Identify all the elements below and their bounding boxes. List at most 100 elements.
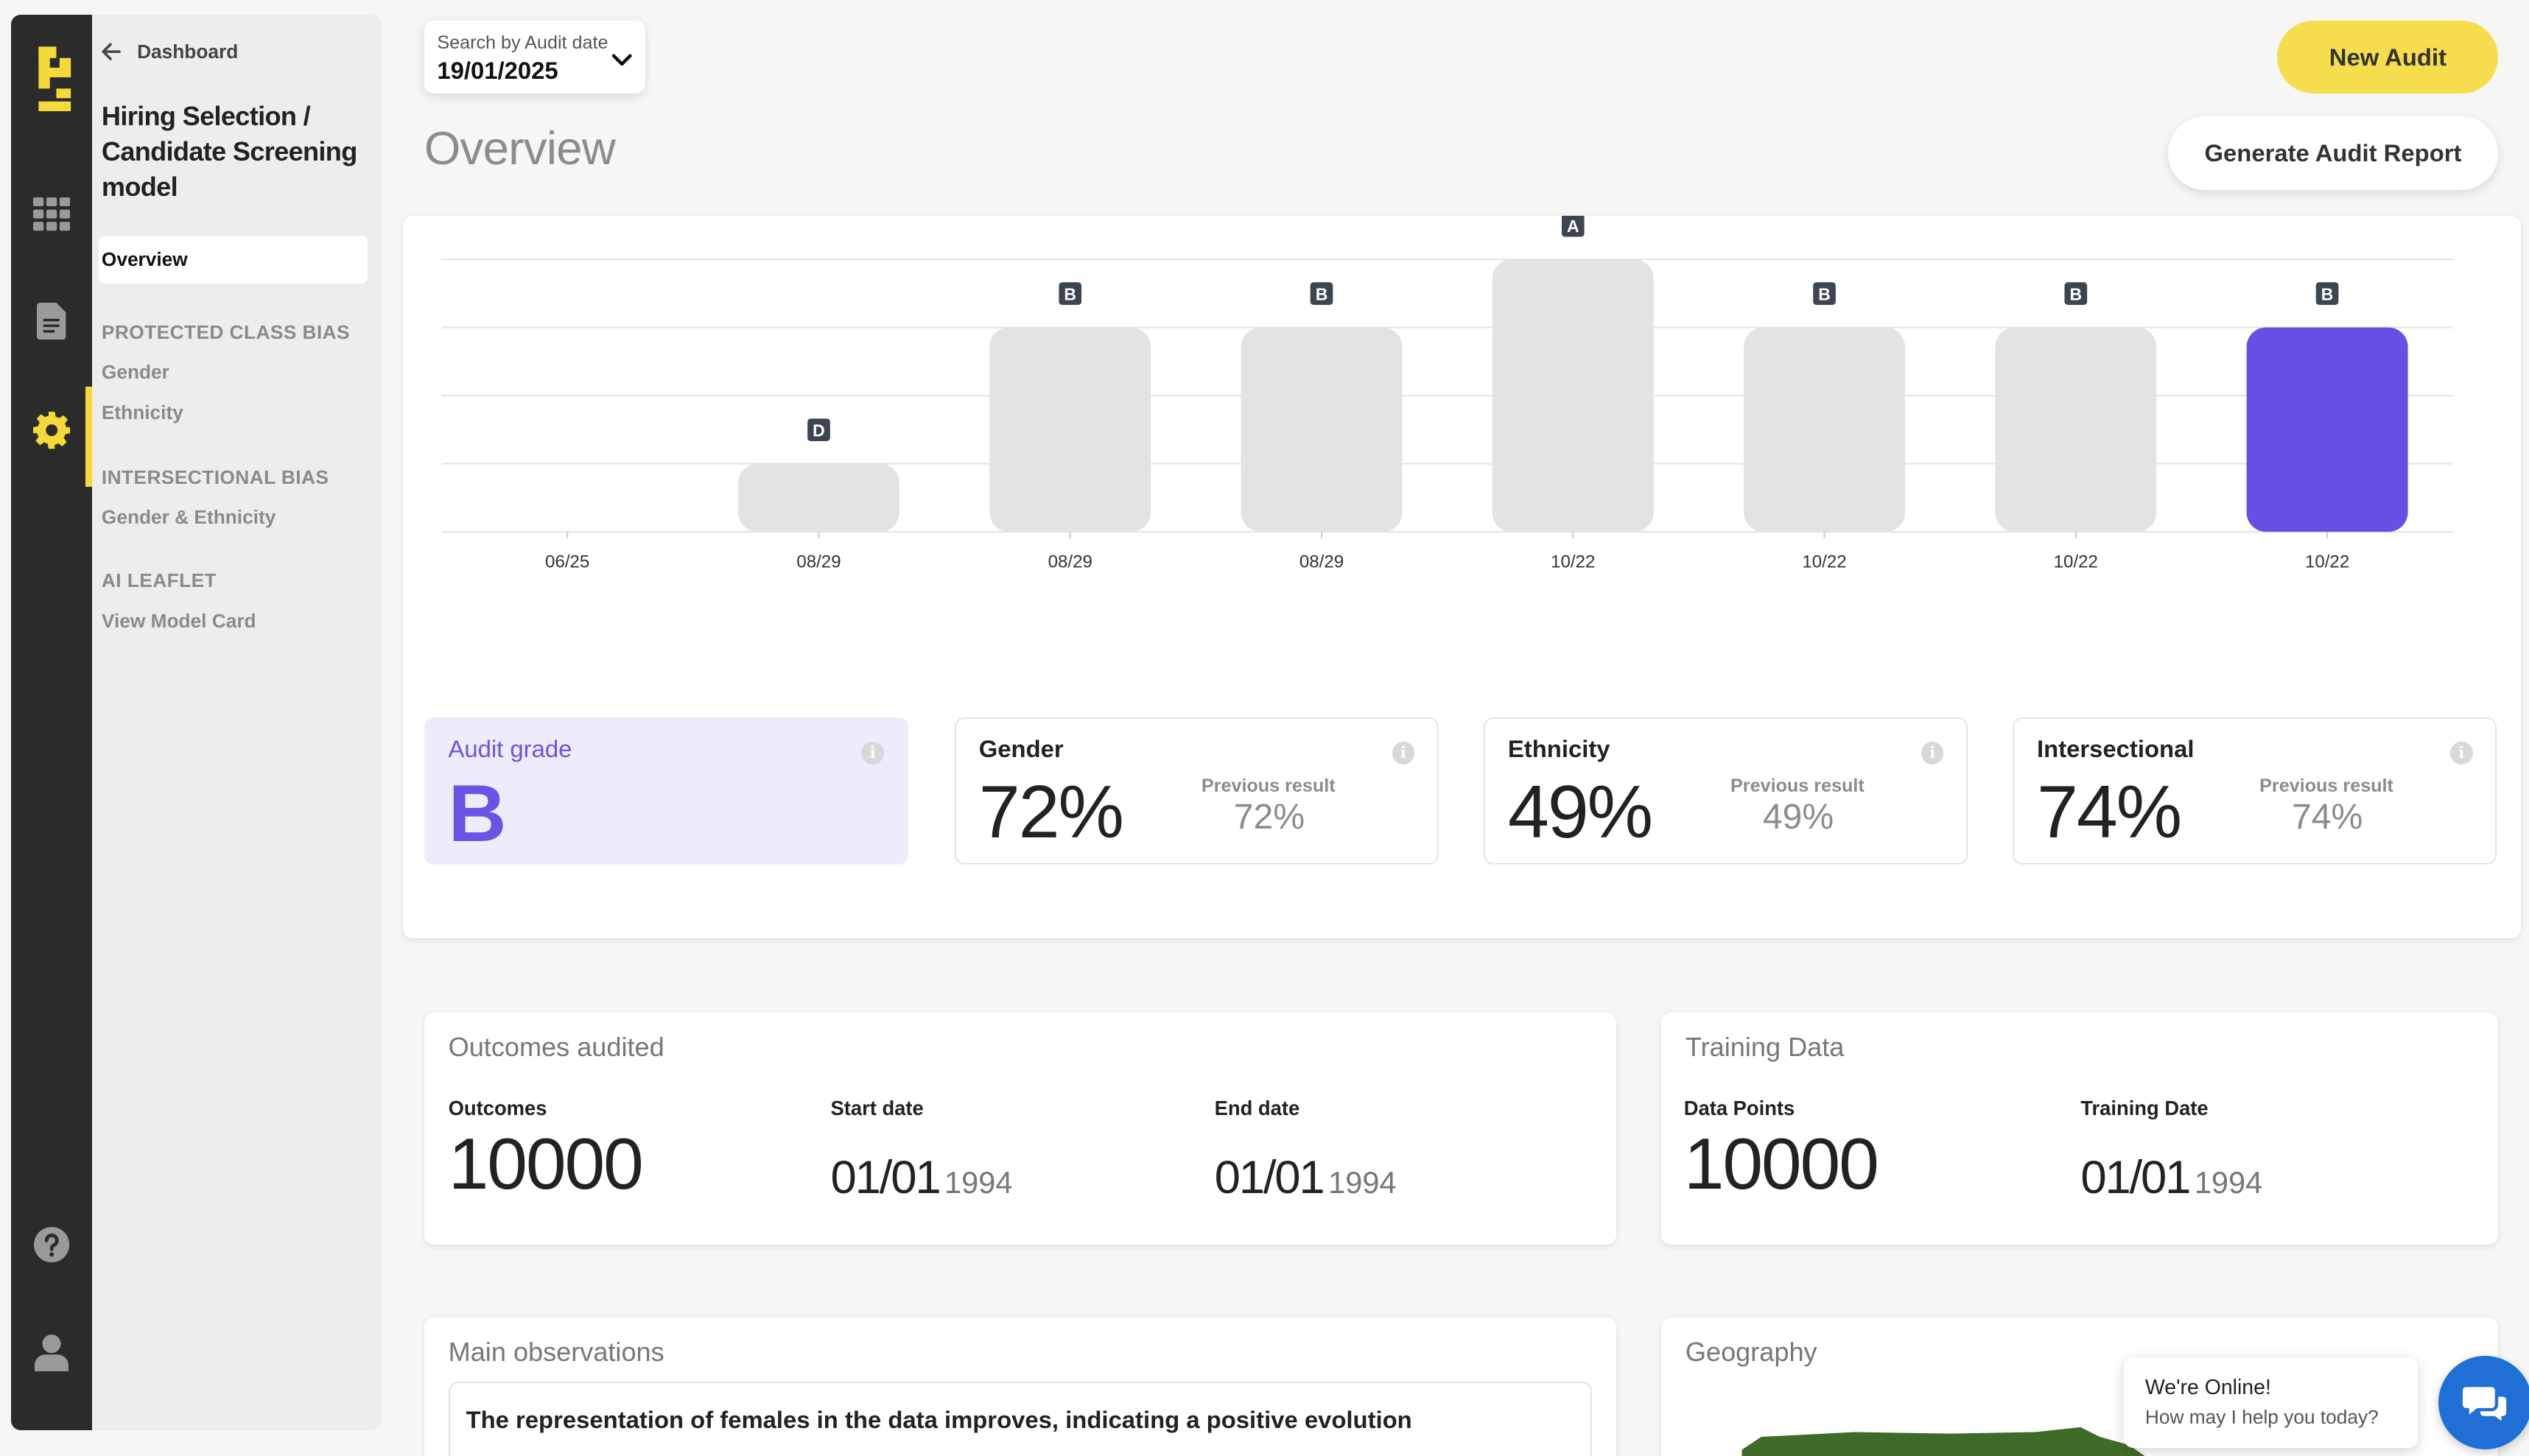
gender-previous-label: Previous result: [1201, 775, 1336, 796]
info-icon[interactable]: i: [1392, 741, 1415, 764]
end-date-label: End date: [1214, 1096, 1300, 1119]
bar-6: [1995, 327, 2157, 532]
outcomes-audited-card: Outcomes audited Outcomes 10000 Start da…: [424, 1012, 1616, 1245]
bar-7: [2246, 327, 2408, 532]
x-tick-label: 10/22: [2054, 552, 2098, 572]
active-indicator: [85, 387, 92, 488]
training-date-day: 01/01: [2080, 1152, 2191, 1204]
sidebar-item-ethnicity[interactable]: Ethnicity: [101, 401, 183, 424]
nav-section-protected-class-bias: PROTECTED CLASS BIAS: [101, 320, 351, 343]
document-icon[interactable]: [32, 301, 71, 340]
gender-title: Gender: [978, 735, 1064, 763]
x-tick-label: 10/22: [2305, 552, 2349, 572]
data-points-value: 10000: [1683, 1122, 1879, 1204]
sidebar-item-view-model-card[interactable]: View Model Card: [101, 609, 256, 632]
arrow-left-icon: [102, 43, 121, 60]
sidebar-item-overview[interactable]: Overview: [98, 235, 368, 284]
end-date-day: 01/01: [1214, 1152, 1325, 1204]
chat-greeting-bubble[interactable]: We're Online! How may I help you today?: [2124, 1357, 2418, 1449]
start-date-value: 01/01 1994: [831, 1151, 1013, 1204]
x-tick-label: 08/29: [797, 552, 841, 572]
bar-5: [1744, 327, 1906, 532]
grade-badge-label: B: [1064, 285, 1077, 304]
observations-card-title: Main observations: [448, 1337, 664, 1368]
sidebar-item-gender-ethnicity[interactable]: Gender & Ethnicity: [101, 506, 276, 529]
help-icon[interactable]: [32, 1225, 71, 1265]
end-date-value: 01/01 1994: [1215, 1151, 1397, 1204]
grade-badge-label: B: [1316, 285, 1328, 304]
start-date-year: 1994: [944, 1165, 1013, 1200]
audit-history-chart: 06/25 08/29 D 08/29 B 08/29 B 10/22 A 10/22 B 10/22…: [441, 216, 2454, 572]
info-icon[interactable]: i: [2449, 741, 2473, 764]
grade-badge-5: [1813, 282, 1837, 306]
audit-grade-card: Audit grade B i: [424, 717, 908, 865]
intersectional-previous-label: Previous result: [2259, 775, 2393, 796]
gender-metric-card: Gender 72% Previous result 72% i: [955, 717, 1439, 865]
grade-badge-1: [807, 418, 831, 442]
outcomes-value: 10000: [448, 1122, 644, 1204]
audit-date-label: Search by Audit date: [437, 32, 608, 53]
grade-badge-6: [2064, 282, 2088, 306]
sidebar: Dashboard Hiring Selection / Candidate S…: [91, 14, 382, 1430]
gender-value: 72%: [978, 771, 1124, 854]
brand-logo[interactable]: [35, 43, 74, 114]
ethnicity-previous-label: Previous result: [1730, 775, 1865, 796]
observation-item: The representation of females in the dat…: [448, 1382, 1592, 1456]
main-observations-card: Main observations The representation of …: [424, 1317, 1616, 1456]
app-rail: [11, 14, 92, 1430]
grade-badge-label: B: [2321, 285, 2334, 304]
info-icon[interactable]: i: [861, 741, 884, 764]
x-tick-label: 10/22: [1803, 552, 1847, 572]
back-to-dashboard-link[interactable]: Dashboard: [102, 41, 238, 63]
model-title: Hiring Selection / Candidate Screening m…: [101, 100, 357, 202]
grade-badge-7: [2316, 282, 2339, 306]
training-date-value: 01/01 1994: [2080, 1151, 2262, 1204]
x-tick-label: 10/22: [1551, 552, 1595, 572]
intersectional-title: Intersectional: [2037, 735, 2195, 763]
ethnicity-title: Ethnicity: [1507, 735, 1610, 763]
intersectional-value: 74%: [2037, 771, 2182, 854]
grade-badge-2: [1059, 282, 1082, 306]
bar-1: [738, 463, 900, 532]
bar-3: [1241, 327, 1403, 532]
data-points-label: Data Points: [1683, 1096, 1795, 1119]
audit-grade-value: B: [448, 768, 506, 859]
x-tick-label: 08/29: [1048, 552, 1092, 572]
outcomes-card-title: Outcomes audited: [448, 1032, 664, 1063]
new-audit-button[interactable]: New Audit: [2277, 21, 2499, 94]
info-icon[interactable]: i: [1921, 741, 1944, 764]
chat-launcher-button[interactable]: [2438, 1356, 2529, 1450]
grid-icon[interactable]: [32, 195, 71, 234]
bar-2: [989, 327, 1151, 532]
ethnicity-previous-value: 49%: [1762, 797, 1834, 837]
audit-date-value: 19/01/2025: [437, 56, 558, 84]
nav-section-intersectional-bias: INTERSECTIONAL BIAS: [101, 465, 329, 488]
geography-map: [1741, 1427, 2145, 1456]
start-date-label: Start date: [830, 1096, 924, 1119]
bar-4: [1493, 259, 1655, 532]
chevron-down-icon: [611, 54, 632, 66]
training-card-title: Training Data: [1685, 1032, 1845, 1063]
audit-date-select[interactable]: Search by Audit date 19/01/2025: [424, 21, 645, 94]
sidebar-item-gender[interactable]: Gender: [101, 361, 169, 384]
x-tick-label: 08/29: [1299, 552, 1344, 572]
start-date-day: 01/01: [830, 1152, 941, 1204]
ethnicity-metric-card: Ethnicity 49% Previous result 49% i: [1484, 717, 1968, 865]
ethnicity-value: 49%: [1507, 771, 1653, 854]
x-tick-label: 06/25: [545, 552, 589, 572]
intersectional-metric-card: Intersectional 74% Previous result 74% i: [2013, 717, 2497, 865]
user-profile-icon[interactable]: [32, 1334, 71, 1373]
grade-badge-label: D: [813, 421, 826, 440]
generate-audit-report-button[interactable]: Generate Audit Report: [2167, 116, 2499, 191]
gender-previous-value: 72%: [1233, 797, 1305, 837]
grade-badge-label: A: [1567, 217, 1579, 236]
grade-badge-4: [1562, 216, 1585, 237]
training-date-year: 1994: [2194, 1165, 2263, 1200]
settings-gear-icon[interactable]: [32, 411, 71, 450]
nav-section-ai-leaflet: AI LEAFLET: [101, 569, 217, 591]
training-data-card: Training Data Data Points 10000 Training…: [1661, 1012, 2499, 1245]
audit-grade-title: Audit grade: [448, 735, 572, 763]
training-date-label: Training Date: [2080, 1096, 2209, 1119]
chat-icon: [2463, 1386, 2507, 1421]
geography-card-title: Geography: [1685, 1337, 1817, 1368]
